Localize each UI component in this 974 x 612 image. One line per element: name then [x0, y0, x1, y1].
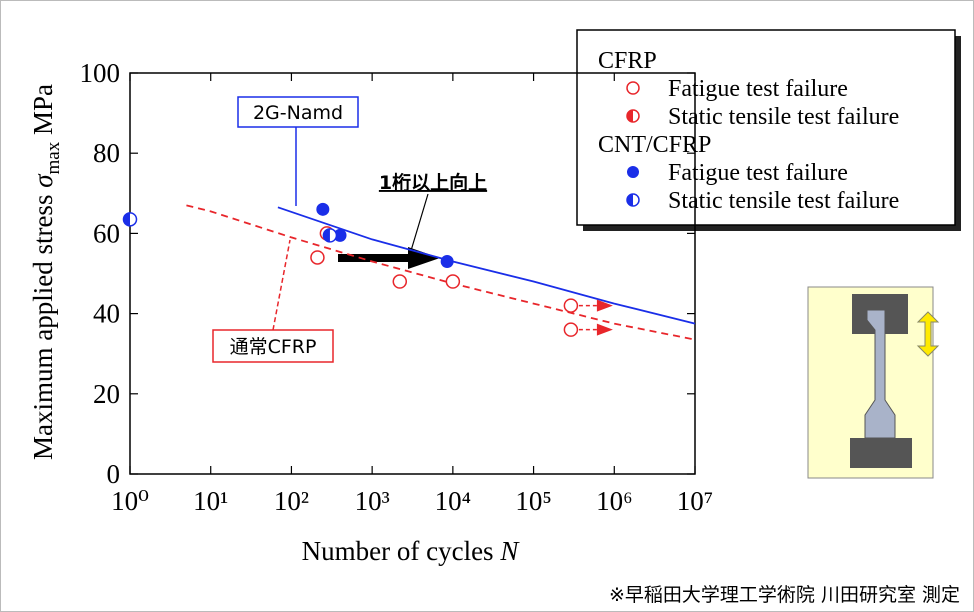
marker: [393, 275, 406, 288]
marker: [446, 275, 459, 288]
marker: [627, 166, 639, 178]
chart: Number of cycles N Maximum applied stres…: [0, 0, 974, 612]
marker-dot: [627, 82, 639, 94]
marker-dot: [311, 251, 324, 264]
annotation: 2G-Namd: [253, 102, 343, 124]
marker-dot: [627, 166, 639, 178]
x-tick-label: 10⁷: [677, 486, 713, 516]
marker: [323, 229, 336, 242]
marker: [627, 82, 639, 94]
grip: [850, 438, 912, 468]
annotation: 1桁以上向上: [379, 171, 487, 194]
y-label-subscript: max: [43, 141, 64, 174]
x-tick-label: 10³: [355, 486, 390, 516]
marker-dot: [393, 275, 406, 288]
page: Number of cycles N Maximum applied stres…: [0, 0, 974, 612]
marker: [316, 203, 329, 216]
y-tick-label: 60: [93, 218, 120, 248]
specimen-illustration: [808, 287, 938, 478]
marker-dot: [564, 299, 577, 312]
x-tick-label: 10⁴: [435, 486, 471, 516]
marker: [441, 255, 454, 268]
marker: [627, 194, 639, 206]
x-tick-label: 10⁰: [111, 486, 149, 516]
marker: [124, 213, 137, 226]
y-tick-label: 20: [93, 379, 120, 409]
marker-dot: [316, 203, 329, 216]
annotation: 通常CFRP: [230, 336, 317, 358]
y-tick-label: 80: [93, 138, 120, 168]
x-tick-label: 10⁵: [515, 486, 551, 516]
x-tick-label: 10¹: [193, 486, 228, 516]
marker: [311, 251, 324, 264]
marker-dot: [441, 255, 454, 268]
y-label-text: Maximum applied stress: [28, 195, 58, 460]
marker: [564, 323, 577, 336]
footnote: ※早稲田大学理工学術院 川田研究室 測定: [609, 584, 960, 606]
legend-group: CFRP: [598, 48, 657, 74]
x-label-text: Number of cycles: [302, 536, 494, 566]
x-axis-label: Number of cycles N: [302, 536, 521, 566]
legend-label: Static tensile test failure: [668, 104, 899, 130]
marker: [564, 299, 577, 312]
y-tick-label: 100: [80, 58, 121, 88]
legend-label: Static tensile test failure: [668, 188, 899, 214]
marker-dot: [564, 323, 577, 336]
x-tick-label: 10⁶: [596, 486, 632, 516]
x-tick-label: 10²: [274, 486, 309, 516]
y-label-unit: MPa: [28, 84, 58, 135]
y-tick-label: 40: [93, 299, 120, 329]
marker-dot: [446, 275, 459, 288]
x-label-symbol: N: [499, 536, 520, 566]
marker: [627, 110, 639, 122]
y-tick-label: 0: [107, 459, 121, 489]
